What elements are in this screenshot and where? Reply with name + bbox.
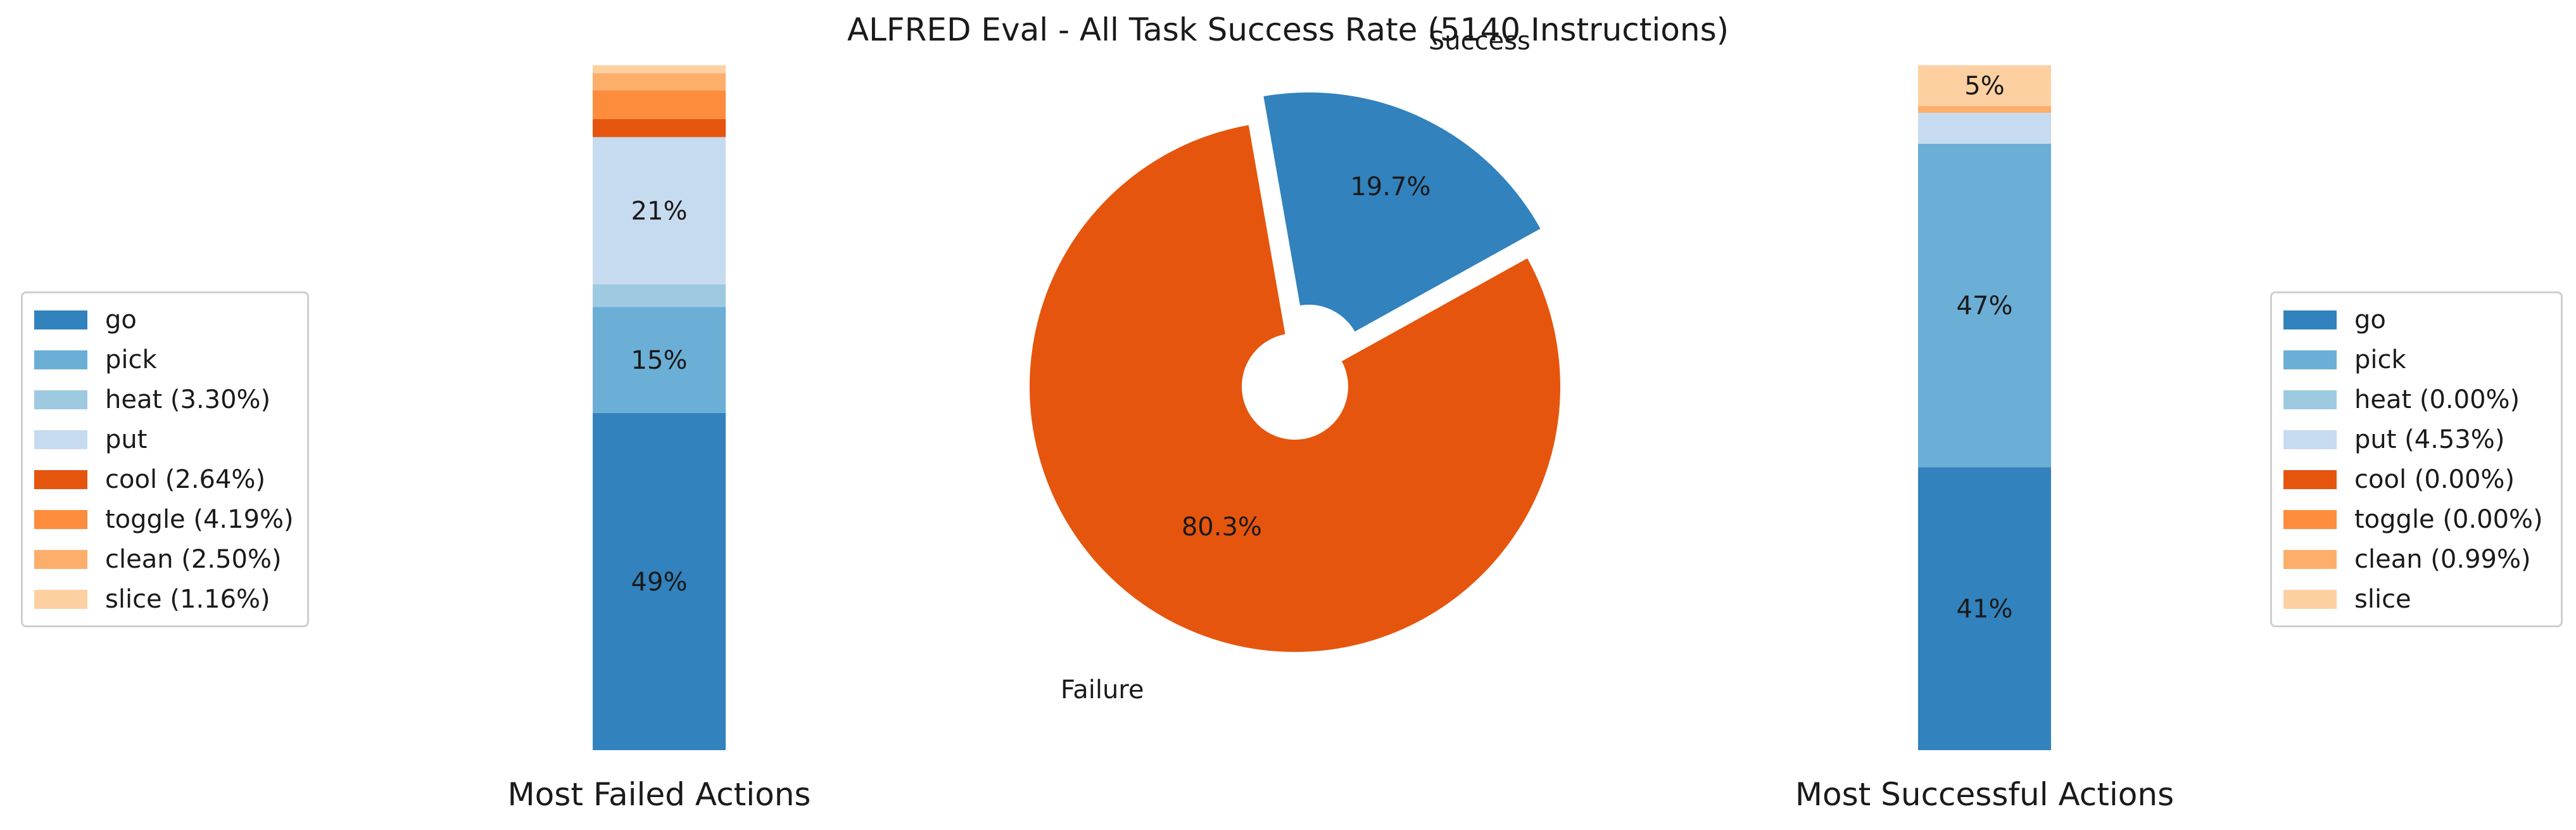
failed-actions-label-go: 49% [631,568,688,597]
legend-label: put [105,425,148,454]
failed-legend-item-pick: pick [34,340,296,380]
legend-swatch [34,430,87,449]
failed-actions-legend: go pick heat (3.30%) put cool (2.64%) toggle … [21,291,309,627]
successful-actions-label-go: 41% [1957,595,2013,624]
legend-swatch [34,310,87,329]
failed-actions-segment-go [593,412,726,750]
legend-label: pick [105,345,157,374]
failed-actions-segment-toggle [593,90,726,119]
failed-legend-item-heat: heat (3.30%) [34,380,296,419]
successful-actions-legend: go pick heat (0.00%) put (4.53%) cool (0.00%… [2270,291,2563,627]
pie-pct-failure: 80.3% [1182,513,1262,542]
legend-label: clean (0.99%) [2354,544,2531,574]
legend-label: pick [2354,345,2406,374]
legend-label: toggle (0.00%) [2354,504,2543,534]
legend-swatch [2283,589,2337,609]
legend-label: heat (3.30%) [105,385,271,414]
legend-label: go [2354,305,2386,335]
legend-label: slice (1.16%) [105,584,270,614]
successful-legend-item-cool: cool (0.00%) [2283,459,2549,499]
successful-actions-bar: 41% 47% 5% Most Successful Actions [1795,65,2174,813]
failed-actions-segment-cool [593,118,726,137]
legend-label: cool (2.64%) [105,464,266,494]
successful-actions-segment-put [1918,113,2051,144]
pie-pct-success: 19.7% [1350,172,1430,201]
successful-actions-segment-slice [1918,65,2051,106]
successful-actions-label-pick: 47% [1957,291,2013,321]
failed-actions-label-put: 21% [631,197,688,226]
legend-swatch [2283,430,2337,449]
failed-legend-item-cool: cool (2.64%) [34,459,296,499]
legend-swatch [34,469,87,489]
legend-swatch [2283,469,2337,489]
successful-actions-label-slice: 5% [1964,72,2004,101]
successful-legend-item-toggle: toggle (0.00%) [2283,499,2549,539]
legend-swatch [34,390,87,409]
failed-actions-segment-put [593,137,726,284]
legend-label: cool (0.00%) [2354,464,2515,494]
failed-actions-title: Most Failed Actions [508,776,811,813]
legend-swatch [34,350,87,369]
legend-label: put (4.53%) [2354,425,2505,454]
legend-swatch [2283,350,2337,369]
legend-swatch [2283,549,2337,569]
failed-actions-segment-clean [593,73,726,91]
failed-actions-segment-heat [593,284,726,307]
successful-legend-item-go: go [2283,300,2549,340]
pie-name-success: Success [1429,27,1531,56]
successful-legend-item-heat: heat (0.00%) [2283,380,2549,419]
failed-actions-label-pick: 15% [631,346,688,375]
legend-label: heat (0.00%) [2354,385,2520,414]
failed-legend-item-go: go [34,300,296,340]
failed-legend-item-clean: clean (2.50%) [34,539,296,579]
pie-name-failure: Failure [1061,675,1144,705]
legend-swatch [34,509,87,529]
legend-swatch [2283,390,2337,409]
legend-label: slice [2354,584,2411,614]
successful-actions-segment-go [1918,467,2051,750]
legend-label: toggle (4.19%) [105,504,294,534]
successful-actions-title: Most Successful Actions [1795,776,2174,813]
failed-actions-segment-pick [593,307,726,413]
successful-legend-item-clean: clean (0.99%) [2283,539,2549,579]
failed-legend-item-toggle: toggle (4.19%) [34,499,296,539]
failed-actions-bar: 49% 15% 21% Most Failed Actions [508,65,811,813]
success-pie: 19.7% Success 80.3% Failure [1028,27,1562,705]
legend-swatch [34,549,87,569]
failed-legend-item-put: put [34,419,296,459]
pie-slice-success [1262,91,1543,334]
pie-slice-failure [1028,124,1562,653]
legend-swatch [34,589,87,609]
successful-legend-item-put: put (4.53%) [2283,419,2549,459]
legend-label: clean (2.50%) [105,544,282,574]
legend-swatch [2283,509,2337,529]
chart-title: ALFRED Eval - All Task Success Rate (514… [847,11,1729,48]
successful-actions-segment-clean [1918,106,2051,113]
successful-legend-item-pick: pick [2283,340,2549,380]
failed-actions-segment-slice [593,65,726,73]
legend-label: go [105,305,137,335]
successful-actions-segment-pick [1918,143,2051,468]
failed-legend-item-slice: slice (1.16%) [34,579,296,619]
successful-legend-item-slice: slice [2283,579,2549,619]
legend-swatch [2283,310,2337,329]
